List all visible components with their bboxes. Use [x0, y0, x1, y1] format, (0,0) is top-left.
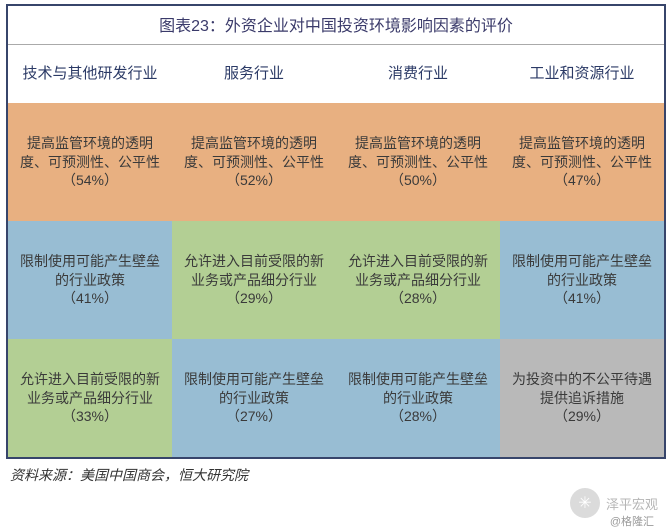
cell-percent: （29%）: [554, 407, 610, 426]
cell-percent: （41%）: [554, 289, 610, 308]
cell-text: 提高监管环境的透明度、可预测性、公平性: [16, 134, 164, 172]
cell-text: 限制使用可能产生壁垒的行业政策: [16, 252, 164, 290]
cell-text: 提高监管环境的透明度、可预测性、公平性: [344, 134, 492, 172]
cell-text: 限制使用可能产生壁垒的行业政策: [344, 370, 492, 408]
column-header: 工业和资源行业: [500, 45, 664, 103]
column-header: 消费行业: [336, 45, 500, 103]
data-grid: 技术与其他研发行业服务行业消费行业工业和资源行业提高监管环境的透明度、可预测性、…: [8, 45, 664, 457]
data-cell: 提高监管环境的透明度、可预测性、公平性（50%）: [336, 103, 500, 221]
data-cell: 限制使用可能产生壁垒的行业政策（41%）: [500, 221, 664, 339]
watermark-name: 泽平宏观: [606, 494, 658, 513]
data-cell: 限制使用可能产生壁垒的行业政策（28%）: [336, 339, 500, 457]
data-cell: 为投资中的不公平待遇提供追诉措施（29%）: [500, 339, 664, 457]
cell-text: 限制使用可能产生壁垒的行业政策: [508, 252, 656, 290]
data-cell: 提高监管环境的透明度、可预测性、公平性（47%）: [500, 103, 664, 221]
cell-percent: （54%）: [62, 171, 118, 190]
cell-percent: （27%）: [226, 407, 282, 426]
cell-percent: （50%）: [390, 171, 446, 190]
cell-text: 提高监管环境的透明度、可预测性、公平性: [180, 134, 328, 172]
cell-text: 允许进入目前受限的新业务或产品细分行业: [180, 252, 328, 290]
cell-percent: （28%）: [390, 407, 446, 426]
cell-percent: （29%）: [226, 289, 282, 308]
data-cell: 提高监管环境的透明度、可预测性、公平性（54%）: [8, 103, 172, 221]
data-cell: 限制使用可能产生壁垒的行业政策（27%）: [172, 339, 336, 457]
cell-percent: （28%）: [390, 289, 446, 308]
watermark-sub: @格隆汇: [610, 513, 654, 529]
data-cell: 允许进入目前受限的新业务或产品细分行业（33%）: [8, 339, 172, 457]
cell-text: 允许进入目前受限的新业务或产品细分行业: [344, 252, 492, 290]
source-line: 资料来源：美国中国商会，恒大研究院: [0, 459, 672, 485]
cell-percent: （47%）: [554, 171, 610, 190]
cell-percent: （41%）: [62, 289, 118, 308]
data-cell: 允许进入目前受限的新业务或产品细分行业（28%）: [336, 221, 500, 339]
chart-container: 图表23：外资企业对中国投资环境影响因素的评价 技术与其他研发行业服务行业消费行…: [6, 4, 666, 459]
column-header: 技术与其他研发行业: [8, 45, 172, 103]
cell-percent: （52%）: [226, 171, 282, 190]
wechat-icon: ✳: [570, 488, 600, 518]
cell-percent: （33%）: [62, 407, 118, 426]
cell-text: 提高监管环境的透明度、可预测性、公平性: [508, 134, 656, 172]
data-cell: 限制使用可能产生壁垒的行业政策（41%）: [8, 221, 172, 339]
cell-text: 为投资中的不公平待遇提供追诉措施: [508, 370, 656, 408]
data-cell: 允许进入目前受限的新业务或产品细分行业（29%）: [172, 221, 336, 339]
data-cell: 提高监管环境的透明度、可预测性、公平性（52%）: [172, 103, 336, 221]
column-header: 服务行业: [172, 45, 336, 103]
chart-title: 图表23：外资企业对中国投资环境影响因素的评价: [8, 6, 664, 45]
cell-text: 限制使用可能产生壁垒的行业政策: [180, 370, 328, 408]
cell-text: 允许进入目前受限的新业务或产品细分行业: [16, 370, 164, 408]
